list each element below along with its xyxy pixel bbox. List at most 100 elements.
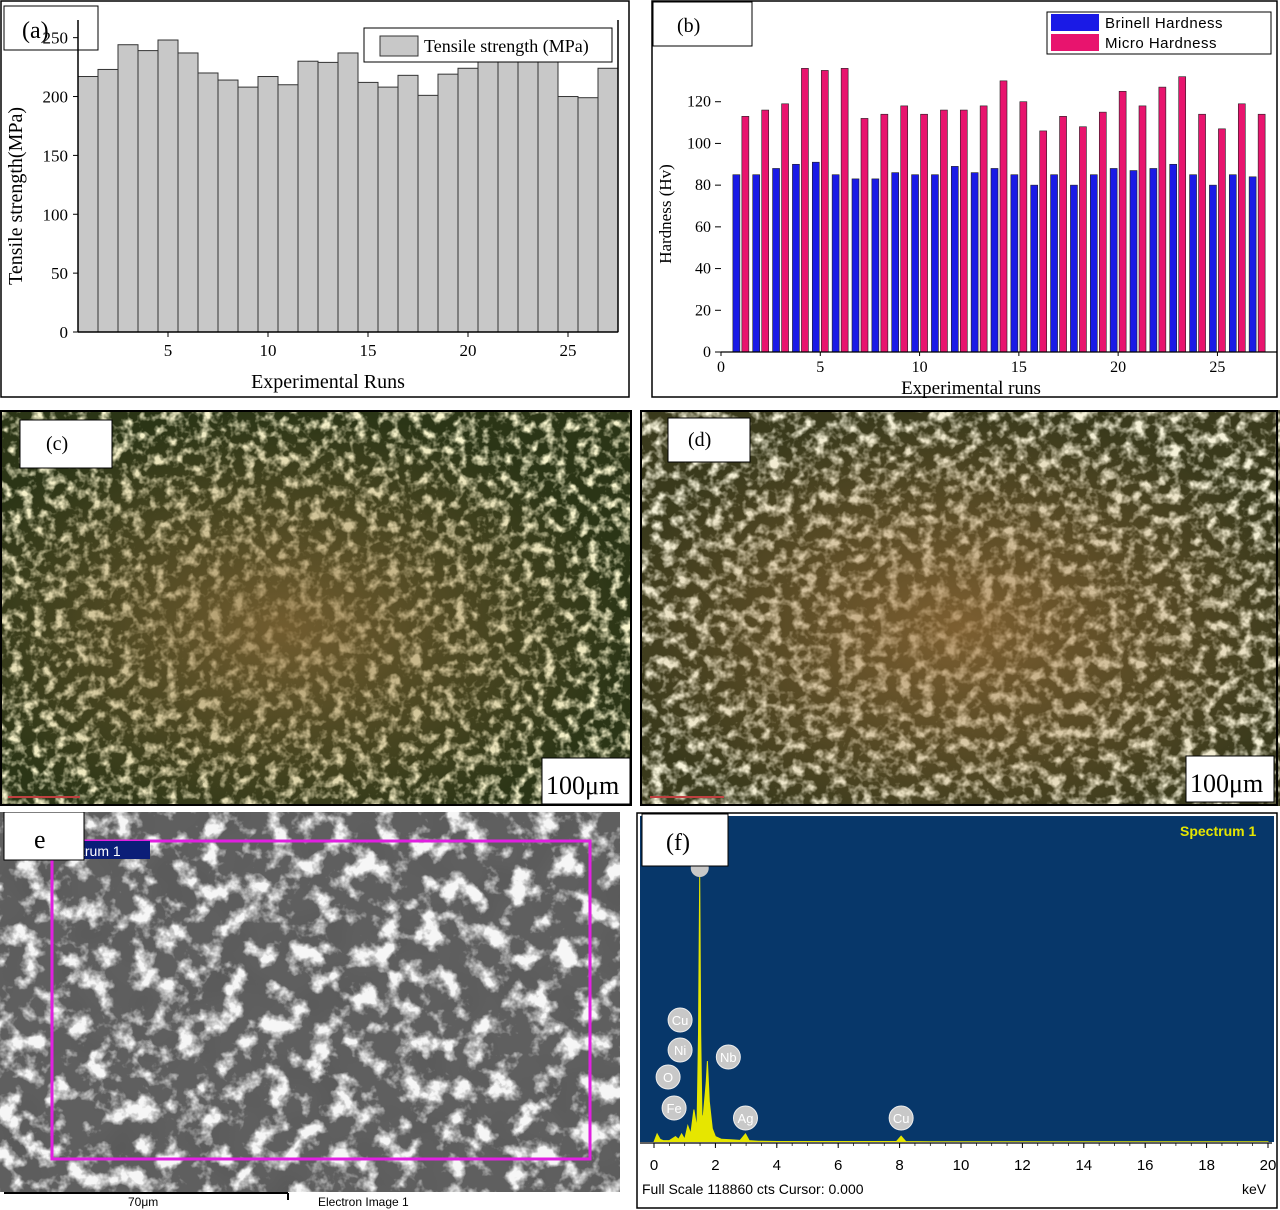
tensile-bar-19	[437, 73, 459, 333]
f-xtick-label: 4	[773, 1157, 781, 1174]
eds-peak-marker-ni	[667, 1037, 693, 1063]
brinell-bar-9	[891, 172, 900, 353]
tensile-bar-4	[137, 50, 159, 333]
micro-bar-12	[959, 109, 968, 353]
tensile-chart: (a) 5 10 15 20 25050100150200250Experimental…	[0, 0, 630, 398]
b-legend-swatch	[1051, 14, 1099, 31]
eds-footer: Full Scale 118860 cts Cursor: 0.000	[642, 1181, 864, 1197]
micro-bar-18	[1079, 126, 1087, 353]
micro-bar-6	[840, 68, 849, 353]
micro-bar-13	[979, 105, 988, 353]
a-ytick-label: 150	[43, 146, 69, 165]
tensile-bar-14	[337, 52, 359, 333]
eds-peak-marker-cu	[888, 1105, 914, 1131]
brinell-bar-17	[1050, 174, 1058, 353]
brinell-bar-20	[1109, 168, 1118, 353]
f-xtick-label: 12	[1014, 1157, 1031, 1174]
panel-a-tag: (a)	[22, 18, 49, 44]
tensile-bar-3	[117, 44, 139, 333]
f-xtick-label: 16	[1137, 1157, 1154, 1174]
brinell-bar-12	[950, 166, 959, 353]
sem-image: ctrum 1 e 70μm Electron Image 1	[0, 812, 620, 1210]
eds-peak-marker-nb	[715, 1044, 741, 1070]
micrograph-d: (d) 100μm	[640, 410, 1280, 806]
tensile-bar-18	[417, 94, 439, 333]
eds-peak-marker-cu	[667, 1007, 693, 1033]
tensile-bar-26	[577, 97, 599, 333]
eds-peak-label-ag: Ag	[738, 1111, 754, 1126]
panel-d: (d) 100μm	[640, 410, 1280, 806]
micro-bar-9	[900, 105, 909, 353]
b-ytick-label: 60	[695, 219, 711, 236]
brinell-bar-23	[1169, 163, 1178, 353]
brinell-bar-26	[1228, 174, 1237, 353]
tensile-bar-23	[517, 48, 539, 333]
micro-bar-2	[761, 109, 770, 353]
tensile-bar-12	[297, 60, 319, 333]
spectrum-label: ctrum 1	[74, 843, 121, 859]
micro-bar-5	[820, 70, 829, 353]
micro-bar-19	[1098, 111, 1107, 353]
tensile-bar-7	[197, 72, 219, 333]
a-xtick-label: 10	[260, 341, 277, 360]
brinell-bar-11	[931, 174, 939, 353]
a-xtick-label: 25	[560, 341, 577, 360]
panel-b-tag: (b)	[677, 15, 700, 37]
b-ytick-label: 80	[695, 177, 711, 194]
f-xtick-label: 0	[650, 1157, 658, 1174]
brinell-bar-14	[990, 168, 999, 353]
micro-bar-20	[1118, 90, 1127, 353]
micro-bar-3	[781, 103, 789, 353]
brinell-bar-1	[732, 174, 741, 353]
a-ytick-label: 250	[43, 29, 69, 48]
eds-spectrum: Spectrum 1 Cu NiO Fe Nb Ag Cu 0 2 4 6 8 10 12 14 16 18…	[636, 812, 1278, 1209]
b-xlabel: Experimental runs	[901, 378, 1041, 399]
micro-bar-25	[1218, 128, 1226, 353]
hardness-chart: (b) 0 5 10 15 20 25 0 20 40 60 80 100 120 Experimenta…	[651, 0, 1278, 399]
micro-bar-23	[1178, 76, 1187, 353]
brinell-bar-6	[831, 174, 840, 353]
tensile-bar-8	[217, 79, 239, 333]
a-xtick-label: 20	[460, 341, 477, 360]
brinell-bar-7	[851, 178, 860, 353]
micro-bar-11	[940, 109, 948, 353]
eds-peak-marker-fe	[661, 1095, 687, 1121]
b-ytick-label: 0	[703, 344, 711, 361]
eds-plot-area	[640, 816, 1274, 1142]
brinell-bar-16	[1030, 184, 1039, 353]
brinell-bar-8	[871, 178, 880, 353]
eds-unit: keV	[1242, 1181, 1267, 1197]
eds-peak-label-cu: Cu	[672, 1013, 689, 1028]
eds-spectrum-title: Spectrum 1	[1180, 823, 1256, 839]
b-ylabel: Hardness (Hv)	[656, 164, 675, 264]
micro-bar-21	[1138, 105, 1147, 353]
brinell-bar-13	[970, 172, 979, 353]
f-xtick-label: 6	[834, 1157, 842, 1174]
f-xtick-label: 10	[953, 1157, 970, 1174]
brinell-bar-3	[772, 168, 780, 353]
panel-e-tag: e	[34, 825, 46, 854]
micro-bar-22	[1158, 86, 1167, 353]
micro-bar-14	[999, 80, 1008, 353]
brinell-bar-22	[1149, 168, 1158, 353]
spectrum-label-box	[70, 841, 150, 859]
micro-bar-10	[920, 113, 928, 353]
tensile-bar-24	[537, 58, 559, 333]
tensile-bar-15	[357, 81, 379, 333]
micro-bar-8	[880, 113, 889, 353]
f-xtick-label: 2	[711, 1157, 719, 1174]
sem-image-label: Electron Image 1	[318, 1195, 409, 1209]
brinell-bar-10	[911, 174, 919, 353]
panel-b: (b) 0 5 10 15 20 25 0 20 40 60 80 100 120 Experimenta…	[651, 0, 1280, 400]
micro-bar-7	[860, 118, 869, 353]
b-xtick-label: 15	[1011, 359, 1027, 376]
brinell-bar-5	[811, 161, 820, 353]
panel-c-scale-label: 100μm	[546, 771, 619, 800]
tensile-bar-20	[457, 67, 479, 333]
brinell-bar-25	[1209, 184, 1217, 353]
b-xtick-label: 0	[717, 359, 725, 376]
panel-a: (a) 5 10 15 20 25 0 50 100 150 200 250 Experimental…	[0, 0, 632, 400]
a-xtick-label: 15	[360, 341, 377, 360]
tensile-bar-17	[397, 74, 419, 333]
eds-peak-label-nb: Nb	[720, 1050, 737, 1065]
